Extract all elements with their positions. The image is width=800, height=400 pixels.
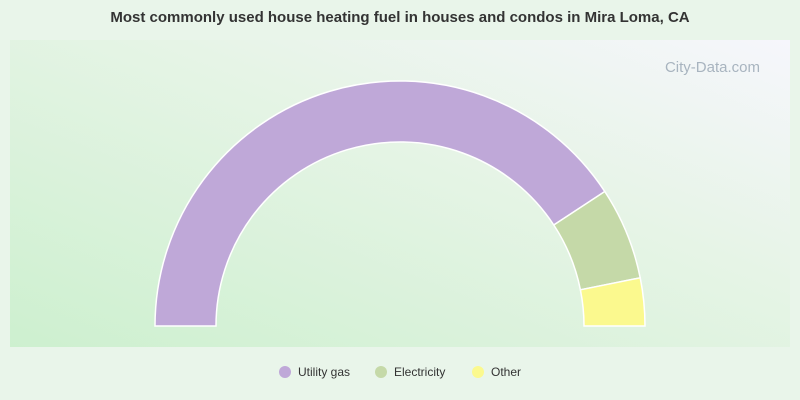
legend-label: Other (491, 365, 521, 379)
legend-label: Utility gas (298, 365, 350, 379)
legend-marker (375, 366, 387, 378)
donut-segment (579, 276, 646, 327)
legend-label: Electricity (394, 365, 445, 379)
legend-marker (279, 366, 291, 378)
legend-marker (472, 366, 484, 378)
chart-title: Most commonly used house heating fuel in… (110, 9, 689, 26)
donut-segment (154, 80, 606, 327)
watermark: City-Data.com (665, 59, 760, 76)
